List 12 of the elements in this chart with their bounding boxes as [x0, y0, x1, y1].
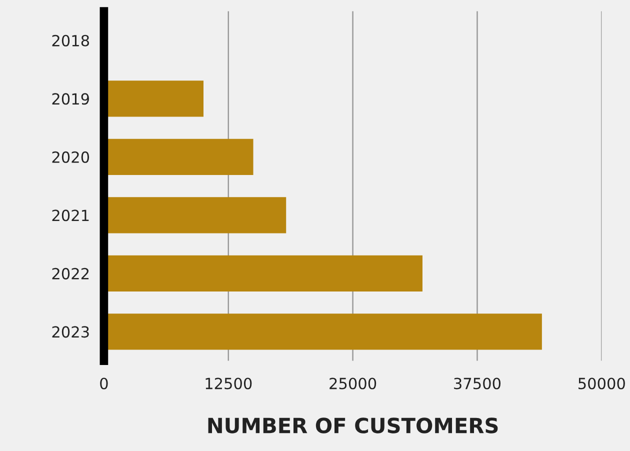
y-tick-label: 2020 — [52, 151, 90, 163]
y-tick-label: 2021 — [52, 210, 89, 222]
x-tick-label: 50000 — [578, 378, 625, 390]
x-tick-label: 12500 — [206, 378, 252, 390]
y-tick-label: 2019 — [52, 93, 89, 105]
y-tick-label: 2023 — [52, 326, 89, 338]
x-tick-label: 37500 — [454, 378, 501, 390]
x-tick-label: 0 — [100, 378, 108, 390]
y-tick-label: 2018 — [52, 34, 90, 46]
y-tick-label: 2022 — [52, 268, 89, 280]
x-tick-label: 25000 — [330, 378, 376, 390]
x-axis-title: NUMBER OF CUSTOMERS — [208, 418, 498, 434]
